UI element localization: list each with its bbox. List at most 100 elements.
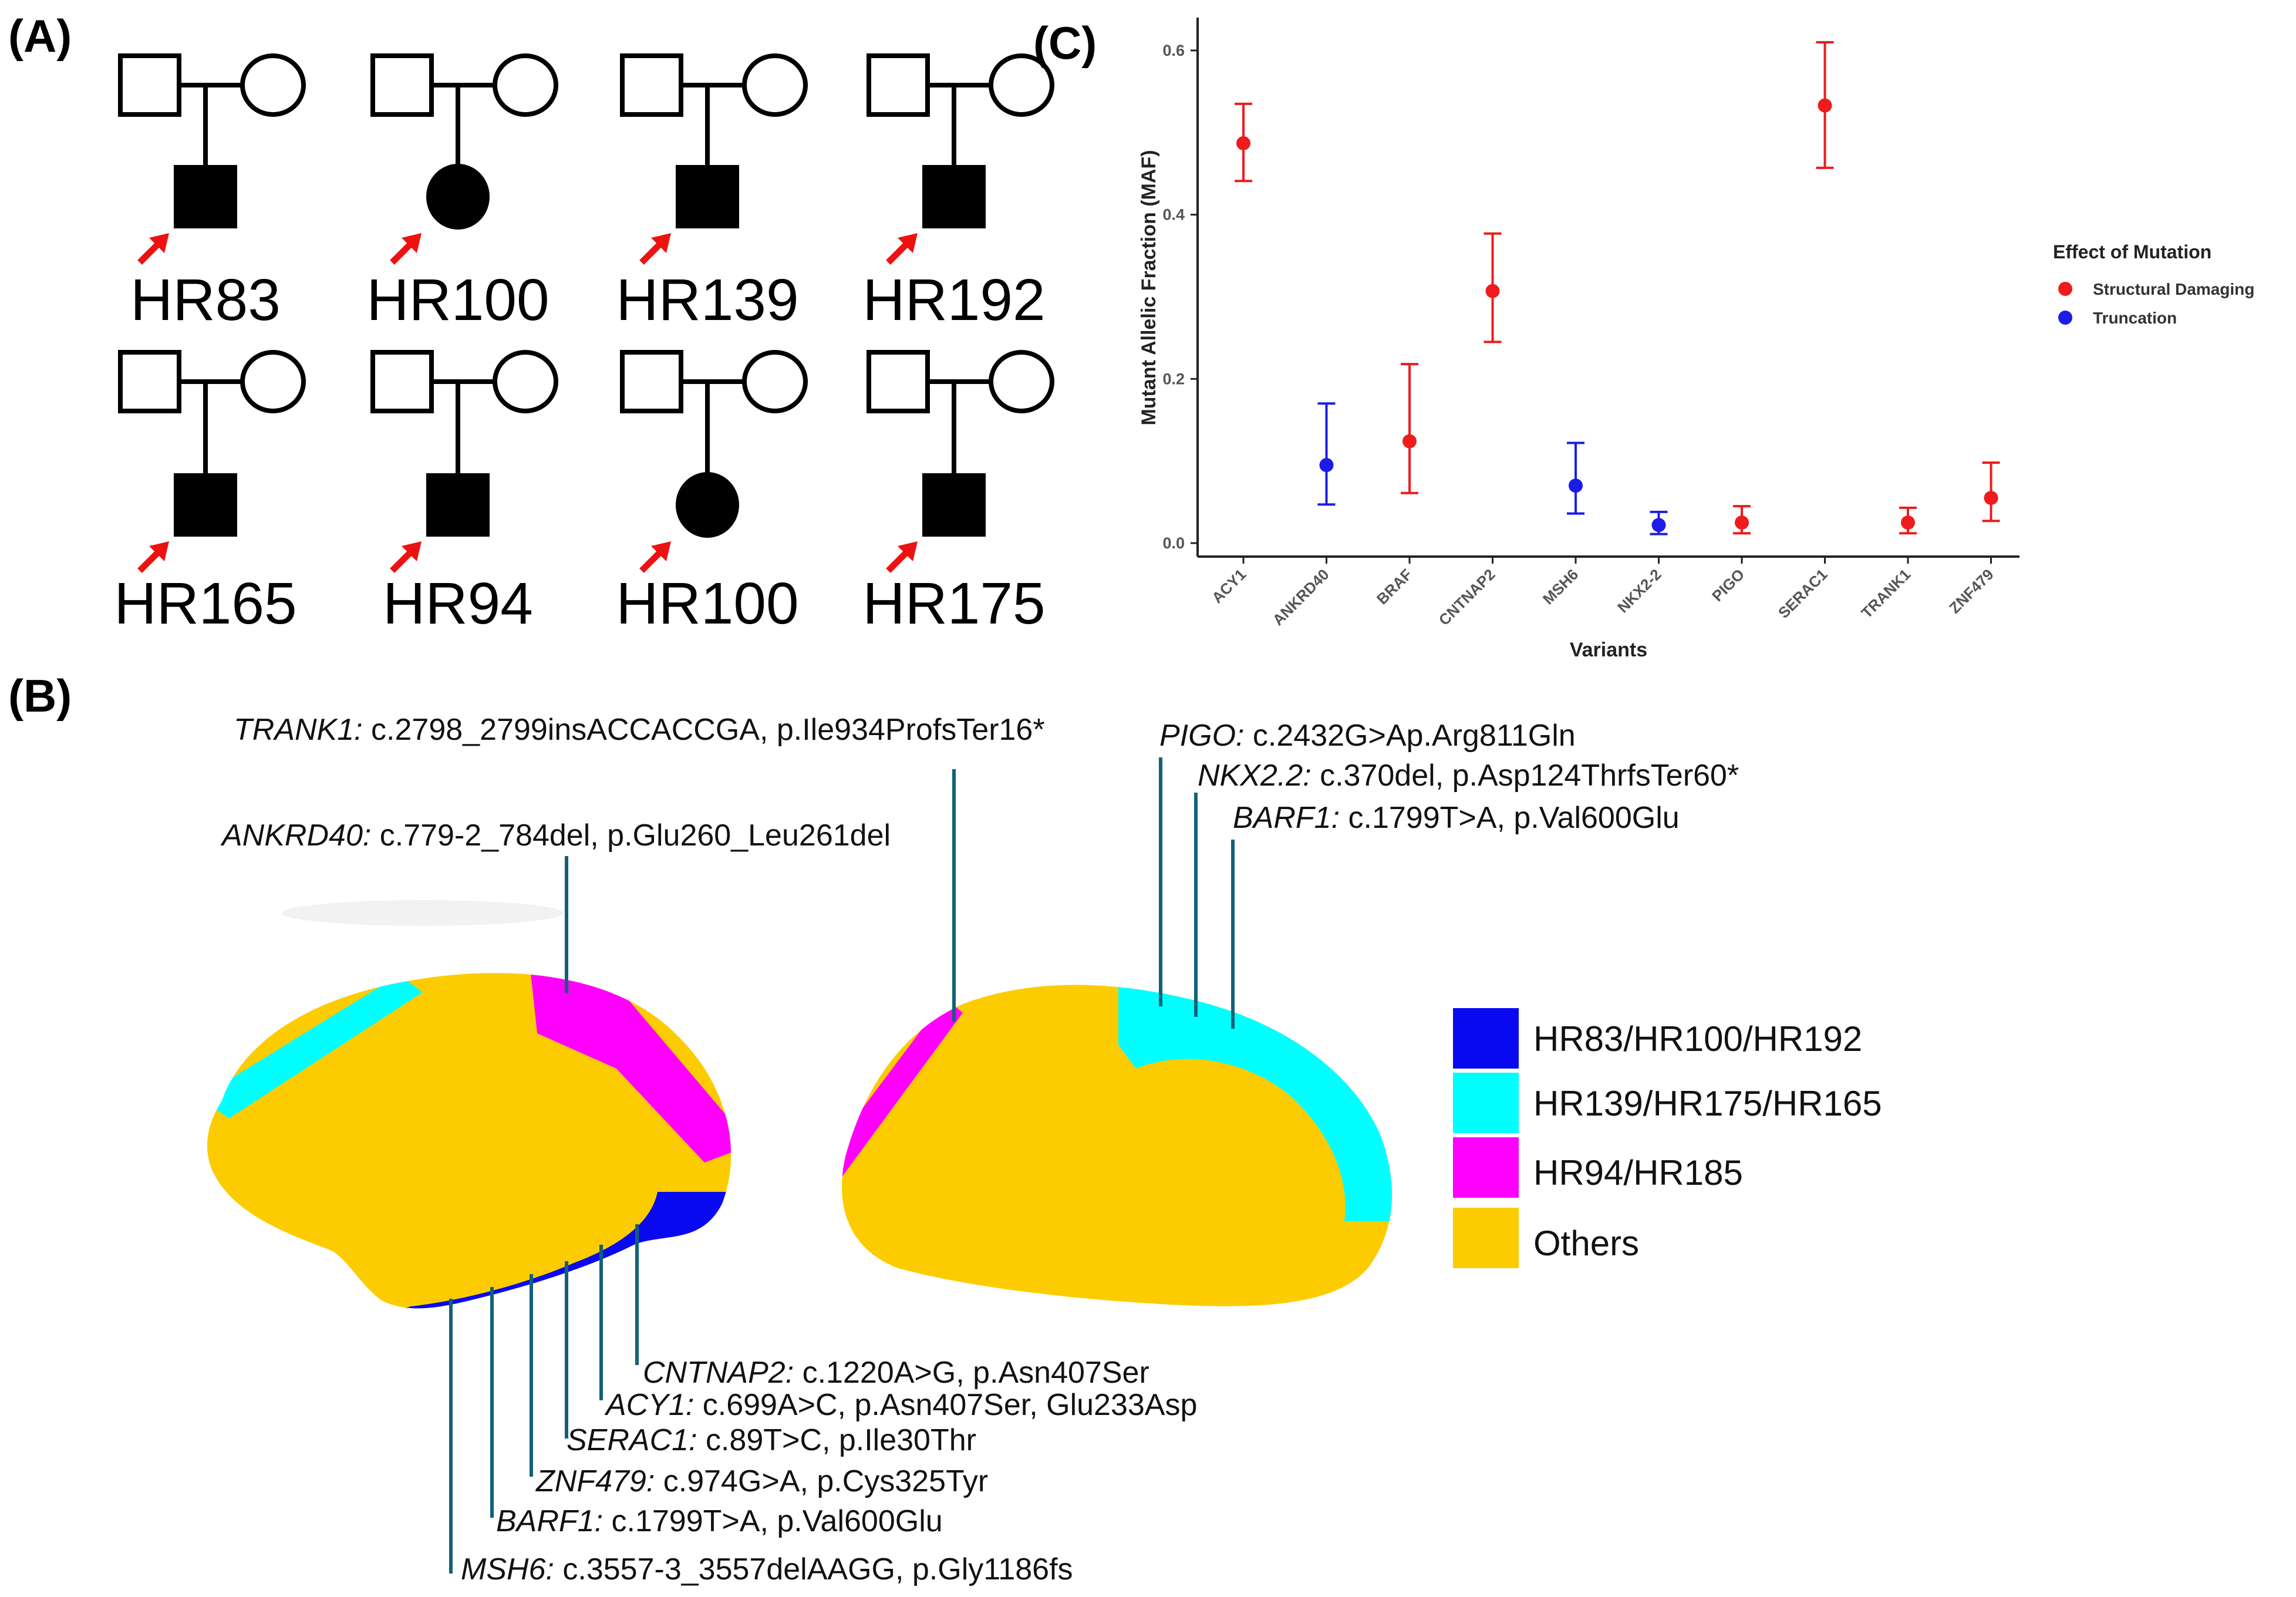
pedigree-id: HR83: [130, 267, 281, 333]
chart-legend-marker-truncation: [2058, 311, 2072, 325]
affected-son-symbol: [922, 473, 986, 537]
mother-symbol: [240, 53, 306, 117]
mother-symbol: [493, 350, 558, 413]
x-tick-label: CNTNAP2: [1435, 565, 1499, 629]
father-symbol: [867, 53, 930, 117]
father-symbol: [118, 53, 181, 117]
father-symbol: [370, 53, 434, 117]
father-symbol: [620, 53, 683, 117]
annotation-nkx22: NKX2.2: c.370del, p.Asp124ThrfsTer60*: [1198, 759, 1739, 793]
proband-arrowhead-icon: [402, 233, 422, 253]
x-tick-label: ANKRD40: [1269, 565, 1333, 629]
chart-legend-label-structural: Structural Damaging: [2093, 280, 2254, 298]
pedigree-id: HR100: [366, 267, 549, 333]
mother-symbol: [742, 350, 808, 413]
affected-son-symbol: [174, 165, 237, 228]
x-tick-label: BRAF: [1373, 565, 1415, 608]
data-point-msh6: [1567, 442, 1584, 515]
brain-legend-label-3: HR94/HR185: [1533, 1153, 1743, 1192]
brain-legend-label-2: HR139/HR175/HR165: [1533, 1084, 1882, 1123]
pedigree-panel: HR83 HR100 HR139 HR192 HR165 HR94 HR100 HR175: [114, 53, 1054, 636]
chart-x-axis-title: Variants: [1570, 639, 1647, 661]
pedigree-id: HR100: [616, 571, 798, 636]
mother-symbol: [742, 53, 808, 117]
chart-legend-title: Effect of Mutation: [2053, 241, 2211, 262]
proband-arrowhead-icon: [651, 541, 671, 561]
father-symbol: [118, 350, 181, 413]
right-brain-base: [842, 985, 1393, 1306]
x-tick-label: MSH6: [1539, 565, 1582, 608]
x-tick-label: SERAC1: [1775, 565, 1831, 622]
pedigree-id: HR139: [616, 267, 798, 333]
background-smudge: [282, 900, 564, 926]
pedigree-id: HR175: [862, 571, 1045, 636]
annotation-cntnap2: CNTNAP2: c.1220A>G, p.Asn407Ser: [643, 1356, 1149, 1390]
pedigree-6: HR94: [370, 350, 558, 636]
annotation-barf1-top: BARF1: c.1799T>A, p.Val600Glu: [1233, 801, 1680, 835]
proband-arrowhead-icon: [149, 233, 169, 253]
chart-legend-marker-structural: [2058, 282, 2072, 296]
affected-son-symbol: [922, 165, 986, 228]
pedigree-id: HR165: [114, 571, 296, 636]
proband-arrowhead-icon: [402, 541, 422, 561]
point-marker: [1901, 516, 1915, 530]
point-marker: [1735, 516, 1749, 530]
pedigree-id: HR94: [383, 571, 533, 636]
x-tick-label: NKX2-2: [1614, 565, 1665, 616]
panel-b-label: (B): [8, 670, 72, 722]
point-marker: [1236, 136, 1250, 150]
pedigree-8: HR175: [862, 350, 1054, 636]
point-marker: [1569, 479, 1583, 493]
brain-legend-swatch-3: [1453, 1137, 1519, 1198]
pedigree-7: HR100: [616, 350, 808, 636]
data-point-znf479: [1982, 461, 2000, 523]
chart-y-ticks: 0.0 0.2 0.4 0.6: [1162, 42, 1198, 552]
data-point-acy1: [1235, 102, 1252, 183]
father-symbol: [867, 350, 930, 413]
pedigree-5: HR165: [114, 350, 306, 636]
x-tick-label: TRANK1: [1857, 565, 1914, 622]
annotation-pigo: PIGO: c.2432G>Ap.Arg811Gln: [1159, 719, 1576, 753]
right-brain: [842, 985, 1393, 1306]
annotation-serac1: SERAC1: c.89T>C, p.Ile30Thr: [567, 1423, 976, 1457]
chart-y-axis-title: Mutant Allelic Fraction (MAF): [1138, 150, 1160, 425]
brain-legend-swatch-2: [1453, 1073, 1519, 1133]
panel-a-label: (A): [8, 10, 72, 62]
proband-arrowhead-icon: [651, 233, 671, 253]
affected-son-symbol: [426, 473, 490, 537]
brain-legend-label-1: HR83/HR100/HR192: [1533, 1019, 1862, 1059]
x-tick-label: PIGO: [1708, 565, 1748, 605]
annotation-znf479: ZNF479: c.974G>A, p.Cys325Tyr: [535, 1464, 988, 1498]
left-brain-magenta-region: [528, 973, 731, 1163]
left-brain: [207, 973, 731, 1309]
affected-daughter-symbol: [426, 164, 490, 230]
y-tick-label: 0.0: [1162, 534, 1185, 552]
data-point-trank1: [1899, 506, 1917, 535]
father-symbol: [620, 350, 683, 413]
chart-marks: [1235, 41, 2000, 535]
point-marker: [1319, 458, 1334, 473]
data-point-nkx2-2: [1650, 510, 1668, 535]
brain-legend-label-4: Others: [1533, 1224, 1639, 1263]
data-point-braf: [1401, 363, 1418, 494]
annotation-ankrd40: ANKRD40: c.779-2_784del, p.Glu260_Leu261…: [220, 818, 891, 853]
proband-arrowhead-icon: [898, 541, 918, 561]
right-brain-magenta-region: [842, 998, 963, 1180]
x-tick-label: ZNF479: [1946, 565, 1997, 617]
point-marker: [1485, 284, 1500, 298]
y-tick-label: 0.2: [1162, 370, 1185, 388]
proband-arrowhead-icon: [898, 233, 918, 253]
mother-symbol: [989, 350, 1054, 413]
data-point-cntnap2: [1484, 232, 1502, 343]
chart-legend: Effect of Mutation Structural Damaging T…: [2053, 241, 2254, 327]
point-marker: [1402, 434, 1417, 449]
chart-legend-label-truncation: Truncation: [2093, 309, 2177, 327]
pedigree-1: HR83: [118, 53, 306, 333]
pedigree-4: HR192: [862, 53, 1054, 333]
data-point-pigo: [1733, 505, 1751, 535]
left-brain-base: [207, 973, 731, 1309]
maf-chart: 0.0 0.2 0.4 0.6 ACY1 ANKRD40 BRAF CNTNAP2 MSH6 N…: [1138, 18, 2254, 661]
y-tick-label: 0.4: [1162, 206, 1185, 224]
affected-son-symbol: [174, 473, 237, 537]
annotation-acy1: ACY1: c.699A>C, p.Asn407Ser, Glu233Asp: [604, 1388, 1197, 1422]
